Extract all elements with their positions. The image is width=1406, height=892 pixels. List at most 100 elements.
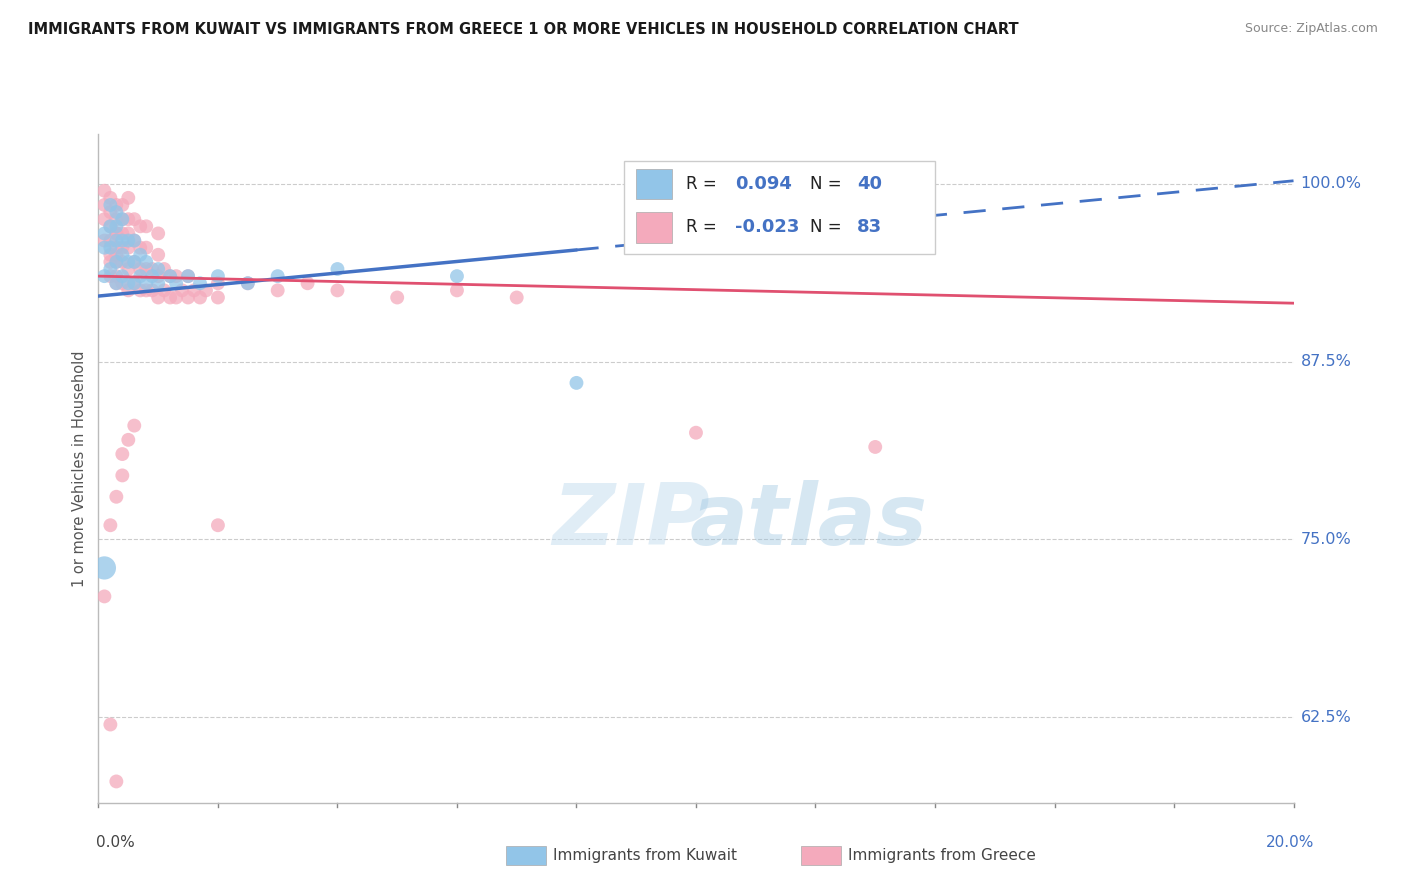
Point <box>105 227 128 241</box>
Text: 87.5%: 87.5% <box>1301 354 1351 369</box>
Point <box>188 291 211 305</box>
Point <box>93 234 115 248</box>
Point <box>148 248 170 262</box>
Text: ZIP: ZIP <box>553 480 710 564</box>
Point <box>129 241 152 255</box>
Point <box>111 212 134 227</box>
Point <box>93 184 115 198</box>
Point <box>129 269 152 284</box>
Point <box>117 262 139 277</box>
Point <box>93 198 115 212</box>
Point <box>446 269 468 284</box>
Point <box>117 241 139 255</box>
Point <box>105 248 128 262</box>
Point <box>117 234 139 248</box>
Point <box>105 241 128 255</box>
Point <box>165 291 187 305</box>
Point <box>105 774 128 789</box>
Point <box>135 255 157 269</box>
Point <box>565 376 588 390</box>
Point <box>865 440 887 454</box>
Point <box>98 262 122 277</box>
Text: Source: ZipAtlas.com: Source: ZipAtlas.com <box>1244 22 1378 36</box>
Point <box>124 277 146 291</box>
Point <box>111 241 134 255</box>
Point <box>183 284 205 298</box>
Point <box>124 234 146 248</box>
Point <box>93 269 115 284</box>
Point <box>159 269 181 284</box>
Point <box>124 277 146 291</box>
Point <box>172 284 194 298</box>
Point <box>124 418 146 433</box>
Point <box>159 269 181 284</box>
Point <box>105 219 128 234</box>
Point <box>105 490 128 504</box>
Point <box>105 212 128 227</box>
Point <box>111 269 134 284</box>
Text: 40: 40 <box>858 175 883 193</box>
Point <box>165 269 187 284</box>
Point <box>124 255 146 269</box>
Point <box>117 277 139 291</box>
Point <box>111 468 134 483</box>
Point <box>105 198 128 212</box>
Point <box>105 255 128 269</box>
Text: 0.0%: 0.0% <box>96 836 135 850</box>
Point <box>207 269 229 284</box>
Point <box>153 262 176 277</box>
Point <box>267 269 290 284</box>
Point <box>141 262 163 277</box>
Point <box>326 262 349 277</box>
Point <box>135 284 157 298</box>
Text: 0.094: 0.094 <box>735 175 793 193</box>
Point <box>93 227 115 241</box>
Text: R =: R = <box>686 175 723 193</box>
Point <box>105 255 128 269</box>
Point <box>117 284 139 298</box>
Point <box>98 717 122 731</box>
Point <box>98 518 122 533</box>
Text: 62.5%: 62.5% <box>1301 710 1351 725</box>
Text: Immigrants from Kuwait: Immigrants from Kuwait <box>553 848 737 863</box>
Point <box>93 590 115 604</box>
Point <box>93 561 115 575</box>
Point <box>685 425 707 440</box>
Point <box>111 255 134 269</box>
Point <box>124 212 146 227</box>
Point <box>148 277 170 291</box>
Point <box>135 262 157 277</box>
Text: 100.0%: 100.0% <box>1301 176 1361 191</box>
Point <box>98 219 122 234</box>
Point <box>165 277 187 291</box>
Point <box>207 518 229 533</box>
Point <box>129 219 152 234</box>
Point <box>159 291 181 305</box>
Point <box>117 255 139 269</box>
Point <box>188 277 211 291</box>
Text: IMMIGRANTS FROM KUWAIT VS IMMIGRANTS FROM GREECE 1 OR MORE VEHICLES IN HOUSEHOLD: IMMIGRANTS FROM KUWAIT VS IMMIGRANTS FRO… <box>28 22 1019 37</box>
FancyBboxPatch shape <box>636 212 672 243</box>
Text: Immigrants from Greece: Immigrants from Greece <box>848 848 1036 863</box>
Point <box>98 191 122 205</box>
Point <box>135 277 157 291</box>
Text: N =: N = <box>810 219 846 236</box>
Point <box>105 269 128 284</box>
Point <box>236 277 259 291</box>
Point <box>98 269 122 284</box>
Point <box>326 284 349 298</box>
Text: 83: 83 <box>858 219 883 236</box>
Point <box>111 198 134 212</box>
Point <box>129 284 152 298</box>
Point <box>111 227 134 241</box>
Point <box>236 277 259 291</box>
Point <box>93 241 115 255</box>
Y-axis label: 1 or more Vehicles in Household: 1 or more Vehicles in Household <box>72 350 87 587</box>
Point <box>148 262 170 277</box>
Text: atlas: atlas <box>690 480 928 564</box>
Point <box>98 234 122 248</box>
Point <box>117 227 139 241</box>
Point <box>117 191 139 205</box>
Point <box>177 269 200 284</box>
Point <box>129 262 152 277</box>
